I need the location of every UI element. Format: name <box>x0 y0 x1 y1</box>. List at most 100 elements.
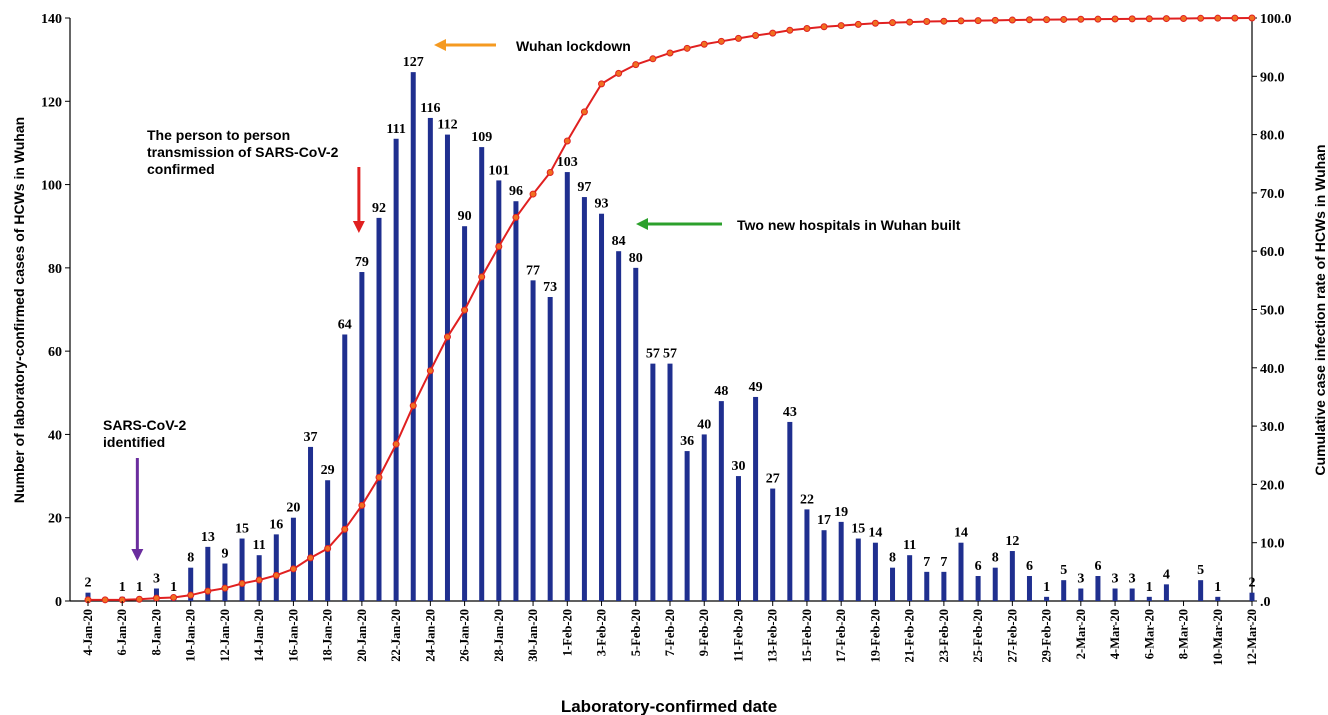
bar <box>924 571 930 601</box>
bar <box>616 251 622 601</box>
bar-data-label: 15 <box>235 522 249 537</box>
line-point <box>1180 14 1188 22</box>
line-point <box>204 587 212 595</box>
bar-data-label: 8 <box>992 551 999 566</box>
line-point <box>187 591 195 599</box>
bar <box>735 476 741 601</box>
x-tick-label: 21-Feb-20 <box>903 609 917 662</box>
y2-tick-label: .0 <box>1260 595 1271 610</box>
x-tick-label: 26-Jan-20 <box>458 609 472 662</box>
bar-data-label: 11 <box>903 538 916 553</box>
bar <box>325 480 331 601</box>
y2-tick-label: 40.0 <box>1260 362 1285 377</box>
bar <box>359 272 365 601</box>
line-point <box>546 168 554 176</box>
line-point <box>1077 15 1085 23</box>
line-point <box>512 213 520 221</box>
bar <box>273 534 279 601</box>
bar <box>992 567 998 601</box>
line-point <box>563 137 571 145</box>
line-point <box>940 17 948 25</box>
line-point <box>1128 15 1136 23</box>
bar <box>872 542 878 601</box>
bar <box>290 517 296 601</box>
bar <box>787 421 793 601</box>
bar <box>855 538 861 601</box>
bar <box>1095 576 1101 601</box>
x-tick-label: 9-Feb-20 <box>697 609 711 656</box>
x-tick-label: 25-Feb-20 <box>971 609 985 662</box>
line-point <box>221 584 229 592</box>
bar-data-label: 109 <box>471 130 492 145</box>
bar <box>444 134 450 601</box>
bar-data-label: 101 <box>488 163 509 178</box>
line-point <box>906 18 914 26</box>
annotation-wuhan-lockdown-arrow-head <box>434 39 446 51</box>
bar <box>821 530 827 601</box>
line-point <box>769 29 777 37</box>
bar-data-label: 127 <box>403 55 424 70</box>
y-tick-label: 20 <box>48 512 62 527</box>
line-point <box>957 17 965 25</box>
line-point <box>854 20 862 28</box>
bar-data-label: 7 <box>940 555 947 570</box>
x-tick-label: 8-Mar-20 <box>1177 609 1191 659</box>
bar <box>462 226 468 601</box>
y2-tick-label: 80.0 <box>1260 129 1285 144</box>
annotation-new-hospitals-arrow-head <box>636 218 648 230</box>
line-point <box>871 19 879 27</box>
x-tick-label: 27-Feb-20 <box>1005 609 1019 662</box>
line-point <box>1025 16 1033 24</box>
bar <box>650 363 656 601</box>
bar-data-label: 80 <box>629 251 643 266</box>
bar-data-label: 1 <box>136 580 143 595</box>
x-tick-label: 12-Mar-20 <box>1245 609 1259 665</box>
y2-tick-label: 90.0 <box>1260 70 1285 85</box>
line-point <box>1060 15 1068 23</box>
line-point <box>152 594 160 602</box>
bar-data-label: 96 <box>509 184 523 199</box>
x-tick-label: 4-Mar-20 <box>1108 609 1122 659</box>
bar <box>1061 580 1067 601</box>
x-tick-label: 19-Feb-20 <box>868 609 882 662</box>
bar-data-label: 57 <box>663 347 677 362</box>
line-point <box>923 17 931 25</box>
x-tick-label: 5-Feb-20 <box>629 609 643 656</box>
line-point <box>1248 14 1256 22</box>
bar-data-label: 1 <box>170 580 177 595</box>
bar <box>1146 596 1152 601</box>
bar <box>188 567 194 601</box>
x-tick-label: 24-Jan-20 <box>423 609 437 662</box>
line-point <box>1111 15 1119 23</box>
x-tick-label: 13-Feb-20 <box>766 609 780 662</box>
bar <box>753 396 759 601</box>
line-point <box>1094 15 1102 23</box>
line-point <box>341 525 349 533</box>
bar-data-label: 1 <box>1146 580 1153 595</box>
bar <box>701 434 707 601</box>
y2-tick-label: 30.0 <box>1260 420 1285 435</box>
axes: 020406080100120140.010.020.030.040.050.0… <box>41 12 1292 610</box>
bar-data-label: 37 <box>304 430 318 445</box>
bar-data-label: 2 <box>1249 576 1256 591</box>
bar <box>1215 596 1221 601</box>
line-point <box>889 19 897 27</box>
bar <box>718 401 724 601</box>
line-point <box>683 44 691 52</box>
y2-tick-label: 70.0 <box>1260 187 1285 202</box>
bar-data-label: 8 <box>187 551 194 566</box>
line-point <box>461 306 469 314</box>
bar-data-label: 17 <box>817 513 831 528</box>
bar <box>410 72 416 601</box>
bar-data-label: 2 <box>85 576 92 591</box>
line-point <box>101 596 109 604</box>
line-point <box>324 545 332 553</box>
bar <box>205 546 211 601</box>
line-point <box>991 16 999 24</box>
bar-data-label: 19 <box>834 505 848 520</box>
line-point <box>632 61 640 69</box>
bar-data-label: 97 <box>577 180 591 195</box>
y-tick-label: 140 <box>41 12 62 27</box>
